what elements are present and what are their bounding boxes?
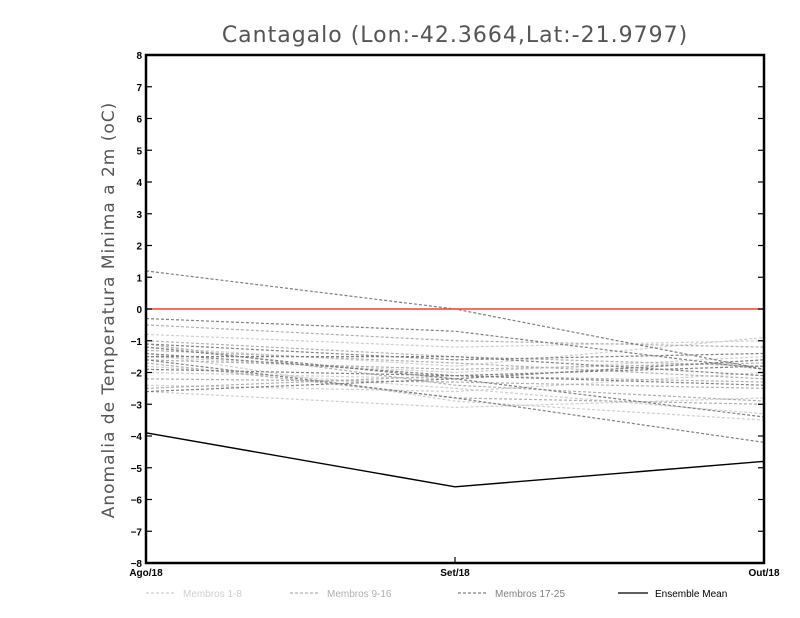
- member-series-line-9: [145, 324, 765, 348]
- member-series-line-21: [146, 356, 765, 377]
- y-tick-label: −8: [131, 559, 143, 570]
- member-series-line-23: [145, 359, 765, 393]
- y-tick-label: −7: [131, 527, 143, 538]
- member-series-line-18: [145, 317, 765, 370]
- member-series-line-1: [145, 333, 765, 348]
- legend: Membros 1-8 Membros 9-16 Membros 17-25 Ense…: [146, 589, 727, 600]
- x-tick-label: Set/18: [440, 568, 470, 579]
- y-tick-label: 4: [136, 178, 142, 189]
- y-tick-label: −1: [131, 337, 143, 348]
- legend-label-2: Membros 9-16: [327, 589, 392, 600]
- legend-label-1: Membros 1-8: [183, 589, 242, 600]
- y-tick-label: 0: [136, 305, 142, 316]
- y-tick-label: 5: [136, 146, 142, 157]
- chart-title: Cantagalo (Lon:-42.3664,Lat:-21.9797): [222, 23, 688, 48]
- legend-label-3: Membros 17-25: [495, 589, 565, 600]
- y-tick-label: −2: [131, 369, 143, 380]
- member-series-line-25: [145, 346, 765, 418]
- member-series-line-7: [145, 365, 765, 415]
- x-tick-label: Ago/18: [129, 568, 163, 579]
- member-series-line-2: [145, 336, 765, 367]
- member-series-line-22: [145, 368, 765, 386]
- member-series-line-5: [145, 371, 765, 393]
- member-series-line-12: [145, 359, 765, 370]
- member-series-line-15: [145, 375, 765, 389]
- member-series-line-19: [145, 343, 765, 361]
- y-tick-label: −3: [131, 400, 143, 411]
- y-tick-label: −5: [131, 464, 143, 475]
- y-tick-label: 8: [136, 51, 142, 62]
- y-tick-label: −4: [131, 432, 143, 443]
- y-tick-label: −6: [131, 496, 143, 507]
- x-tick-label: Out/18: [748, 568, 780, 579]
- member-series-line-8: [145, 352, 765, 421]
- legend-label-4: Ensemble Mean: [655, 589, 727, 600]
- member-series-line-13: [145, 378, 765, 389]
- member-series-line-16: [145, 343, 765, 402]
- member-series-line-6: [145, 390, 765, 409]
- member-series-line-10: [145, 340, 765, 367]
- y-tick-label: 2: [136, 242, 142, 253]
- y-tick-label: 3: [136, 210, 142, 221]
- ensemble-mean-line: [145, 432, 765, 488]
- y-tick-label: 1: [136, 273, 142, 284]
- y-axis-label: Anomalia de Temperatura Minima a 2m (oC): [99, 102, 119, 519]
- member-series-line-3: [145, 356, 765, 374]
- y-tick-label: 6: [136, 115, 142, 126]
- member-series-line-11: [145, 349, 765, 380]
- member-series-line-24: [145, 359, 765, 443]
- y-tick-label: 7: [136, 83, 142, 94]
